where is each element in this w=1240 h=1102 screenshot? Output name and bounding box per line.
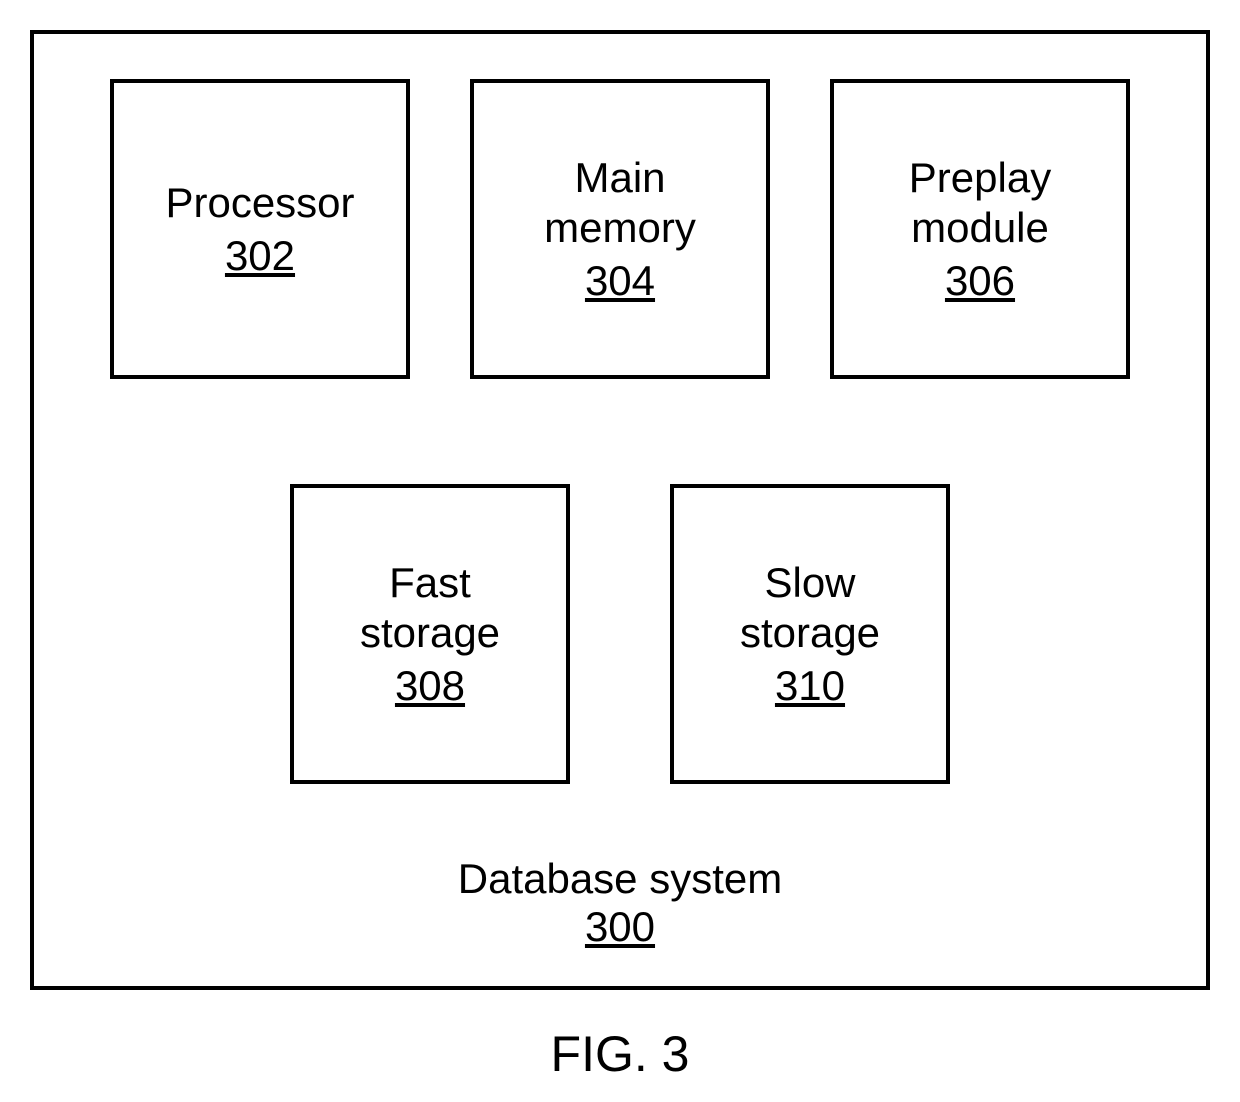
fast-storage-box: Fast storage 308: [290, 484, 570, 784]
processor-label: Processor: [165, 178, 354, 228]
database-system-box: Processor 302 Main memory 304 Preplay mo…: [30, 30, 1210, 990]
fast-storage-label-2: storage: [360, 608, 500, 658]
slow-storage-label-1: Slow: [764, 558, 855, 608]
processor-number: 302: [225, 232, 295, 280]
preplay-label-2: module: [911, 203, 1049, 253]
main-memory-number: 304: [585, 257, 655, 305]
figure-caption: FIG. 3: [30, 1025, 1210, 1083]
main-memory-label-1: Main: [574, 153, 665, 203]
system-label-area: Database system 300: [34, 855, 1206, 951]
fast-storage-label-1: Fast: [389, 558, 471, 608]
slow-storage-number: 310: [775, 662, 845, 710]
system-label-text: Database system: [458, 855, 782, 903]
middle-row: Fast storage 308 Slow storage 310: [34, 484, 1206, 784]
slow-storage-box: Slow storage 310: [670, 484, 950, 784]
preplay-label-1: Preplay: [909, 153, 1051, 203]
processor-box: Processor 302: [110, 79, 410, 379]
fast-storage-number: 308: [395, 662, 465, 710]
system-label-number: 300: [585, 903, 655, 951]
preplay-number: 306: [945, 257, 1015, 305]
top-row: Processor 302 Main memory 304 Preplay mo…: [34, 79, 1206, 379]
slow-storage-label-2: storage: [740, 608, 880, 658]
main-memory-box: Main memory 304: [470, 79, 770, 379]
main-memory-label-2: memory: [544, 203, 696, 253]
preplay-module-box: Preplay module 306: [830, 79, 1130, 379]
